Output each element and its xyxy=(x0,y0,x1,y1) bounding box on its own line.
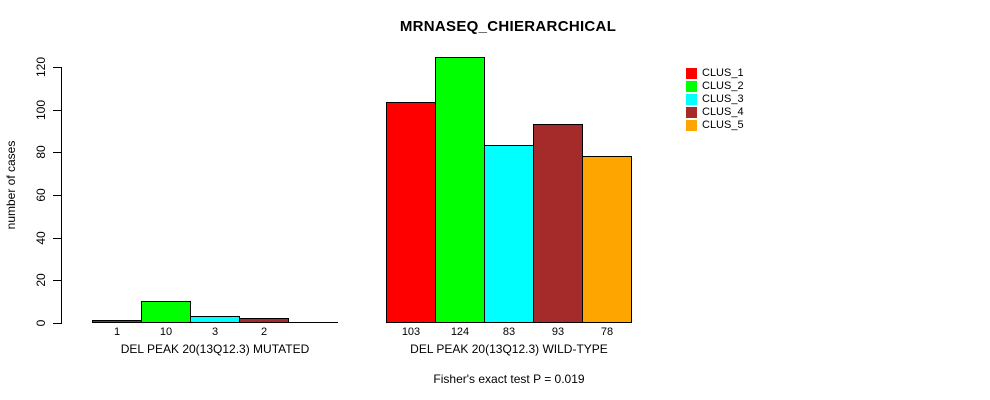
y-tick xyxy=(53,110,61,111)
bar xyxy=(582,156,632,323)
legend-label: CLUS_2 xyxy=(702,79,744,92)
legend-row: CLUS_3 xyxy=(686,93,744,105)
bar xyxy=(484,145,534,323)
legend-swatch-clus_3 xyxy=(686,93,697,105)
y-tick xyxy=(53,152,61,153)
bar xyxy=(435,57,485,323)
y-tick-label: 40 xyxy=(34,231,48,245)
bar xyxy=(92,320,142,323)
y-tick-label: 0 xyxy=(34,319,48,327)
y-tick xyxy=(53,238,61,239)
y-tick xyxy=(53,195,61,196)
legend-swatch-clus_2 xyxy=(686,80,697,92)
bar-value-label: 124 xyxy=(450,326,470,338)
bar-value-label: 83 xyxy=(502,326,516,338)
y-axis-line xyxy=(61,67,62,324)
bar xyxy=(533,124,583,323)
legend-label: CLUS_1 xyxy=(702,66,744,79)
y-tick xyxy=(53,280,61,281)
bar xyxy=(190,316,240,323)
bar xyxy=(239,318,289,323)
y-tick-label: 60 xyxy=(34,188,48,202)
legend-swatch-clus_4 xyxy=(686,106,697,118)
legend-row: CLUS_1 xyxy=(686,67,744,79)
y-tick xyxy=(53,67,61,68)
legend-swatch-clus_5 xyxy=(686,119,697,131)
bar-value-label: 3 xyxy=(211,326,219,338)
group-label: DEL PEAK 20(13Q12.3) WILD-TYPE xyxy=(410,342,608,356)
y-tick xyxy=(53,323,61,324)
legend-label: CLUS_4 xyxy=(702,105,744,118)
y-axis-label: number of cases xyxy=(4,140,18,230)
legend-row: CLUS_4 xyxy=(686,106,744,118)
annotation-text: Fisher's exact test P = 0.019 xyxy=(433,372,585,386)
bar-value-label: 10 xyxy=(159,326,173,338)
bar xyxy=(386,102,436,323)
bar-value-label: 103 xyxy=(401,326,421,338)
bar-value-label: 2 xyxy=(260,326,268,338)
y-tick-label: 20 xyxy=(34,273,48,287)
chart-title: MRNASEQ_CHIERARCHICAL xyxy=(399,18,617,35)
bar-value-label: 1 xyxy=(113,326,121,338)
bar-value-label: 78 xyxy=(600,326,614,338)
bar xyxy=(141,301,191,323)
legend-row: CLUS_5 xyxy=(686,119,744,131)
group-label: DEL PEAK 20(13Q12.3) MUTATED xyxy=(120,342,310,356)
bar-value-label: 93 xyxy=(551,326,565,338)
legend-row: CLUS_2 xyxy=(686,80,744,92)
y-tick-label: 80 xyxy=(34,145,48,159)
legend: CLUS_1 CLUS_2 CLUS_3 CLUS_4 CLUS_5 xyxy=(686,67,744,131)
legend-label: CLUS_3 xyxy=(702,92,744,105)
legend-label: CLUS_5 xyxy=(702,118,744,131)
y-tick-label: 120 xyxy=(34,56,48,78)
y-tick-label: 100 xyxy=(34,99,48,121)
legend-swatch-clus_1 xyxy=(686,67,697,79)
